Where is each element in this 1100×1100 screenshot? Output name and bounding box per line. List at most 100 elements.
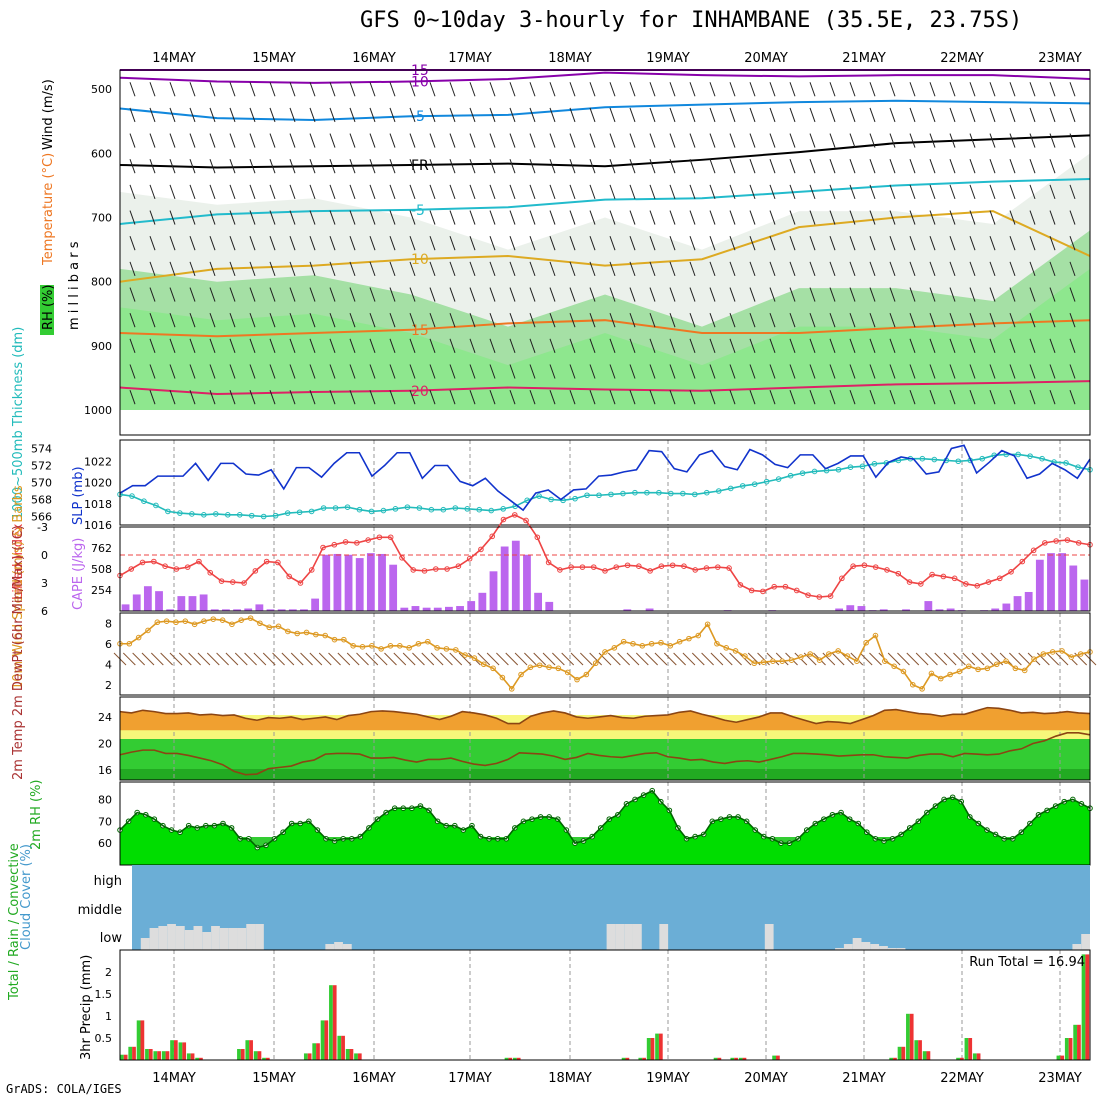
wind-barb — [349, 390, 356, 405]
wind-barb — [969, 313, 976, 328]
wind-barb — [489, 210, 496, 225]
wind-barb — [189, 82, 196, 97]
wind-barb — [349, 82, 356, 97]
wind-barb — [549, 236, 556, 251]
wind-barb — [829, 261, 836, 277]
precip-conv-bar — [324, 1020, 329, 1060]
wind-barb — [689, 133, 696, 148]
wind-barb — [929, 159, 936, 174]
wind-barb — [209, 338, 216, 354]
cloud-axis-label: Cloud Cover (%) — [19, 844, 34, 950]
wind-barb — [729, 133, 736, 148]
wind-barb — [829, 159, 836, 174]
wind-barb — [889, 338, 896, 354]
wind-barb — [289, 184, 296, 200]
wind-barb — [969, 390, 976, 405]
wind10-barb — [514, 652, 528, 666]
wind-barb — [349, 313, 356, 328]
cloud-low-bar — [211, 926, 220, 950]
wind10-barb — [150, 652, 164, 666]
wind-barb — [749, 107, 756, 123]
wind-barb — [529, 107, 536, 123]
contour-label: -5 — [411, 203, 425, 219]
pressure-tick: 700 — [91, 212, 112, 225]
wind-barb — [169, 133, 176, 148]
wind-barb — [749, 287, 756, 302]
wind-barb — [449, 364, 456, 379]
wind-barb — [169, 236, 176, 251]
precip-total-bar — [120, 1054, 124, 1060]
wind-barb — [849, 338, 856, 354]
cloud-low-bar — [632, 924, 642, 950]
wind-barb — [589, 313, 596, 328]
wind-barb — [929, 133, 936, 148]
wind-barb — [469, 364, 476, 379]
wind-barb — [269, 390, 276, 405]
bottom-date-tick: 15MAY — [252, 1071, 296, 1086]
wind-barb — [189, 364, 196, 379]
wind-barb — [969, 82, 976, 97]
wind-barb — [1009, 159, 1016, 174]
precip-conv-bar — [1077, 1024, 1081, 1060]
slp-tick: 1016 — [84, 519, 112, 532]
wind-barb — [809, 133, 816, 148]
rh2m-line — [119, 789, 1091, 849]
wind10-barb — [552, 652, 565, 666]
wind-barb — [709, 107, 716, 123]
wind-barb — [849, 82, 856, 97]
wind10-barb — [831, 652, 845, 666]
wind-barb — [729, 236, 736, 251]
top-date-tick: 23MAY — [1038, 51, 1082, 66]
wind-barb — [449, 107, 456, 123]
wind-barb — [349, 261, 356, 277]
wind-barb — [789, 390, 796, 405]
wind-barb — [629, 159, 636, 174]
wind-barb — [429, 236, 436, 251]
temp-tick: 24 — [98, 711, 112, 724]
wind-barb — [689, 236, 696, 251]
wind-barb — [609, 287, 616, 302]
precip-conv-bar — [307, 1053, 312, 1060]
wind-barb — [589, 390, 596, 405]
wind-barb — [769, 236, 776, 251]
wind-barb — [129, 364, 136, 379]
contour-label: 15 — [411, 323, 429, 339]
wind10-barb — [197, 652, 211, 666]
wind-barb — [309, 261, 316, 277]
wind-barb — [909, 82, 916, 97]
wind-barb — [629, 133, 636, 148]
wind-barb — [1069, 364, 1076, 379]
wind-barb — [129, 184, 136, 200]
wind-barb — [689, 338, 696, 354]
wind-barb — [769, 184, 776, 200]
wind-barb — [869, 390, 876, 405]
li-axis-label: Lifted Index — [11, 523, 26, 600]
wind-barb — [789, 159, 796, 174]
wind-barb — [309, 287, 316, 302]
wind10-line — [120, 617, 1091, 691]
wind-barb — [229, 287, 236, 302]
wind-barb — [869, 133, 876, 148]
wind-barb — [149, 184, 156, 200]
wind-barb — [469, 338, 476, 354]
wind-barb — [229, 133, 236, 148]
wind-barb — [989, 390, 996, 405]
precip-conv-bar — [123, 1054, 128, 1060]
wind10-tick: 8 — [105, 617, 112, 630]
cape-bar — [222, 609, 230, 611]
wind-barb — [909, 236, 916, 251]
cape-axis-label: CAPE (J/kg) — [71, 538, 86, 610]
wind-barb — [589, 133, 596, 148]
wind-barb — [749, 338, 756, 354]
li-tick: 6 — [41, 605, 48, 618]
wind-barb — [1069, 390, 1076, 405]
wind-barb — [369, 338, 376, 354]
wind-barb — [489, 159, 496, 174]
wind-barb — [269, 364, 276, 379]
contour-line — [119, 210, 1091, 283]
precip-conv-bar — [357, 1053, 362, 1060]
wind-barb — [809, 107, 816, 123]
rh-legend-label: RH (%) — [41, 285, 56, 330]
wind-barb — [769, 261, 776, 277]
wind-barb — [669, 184, 676, 200]
